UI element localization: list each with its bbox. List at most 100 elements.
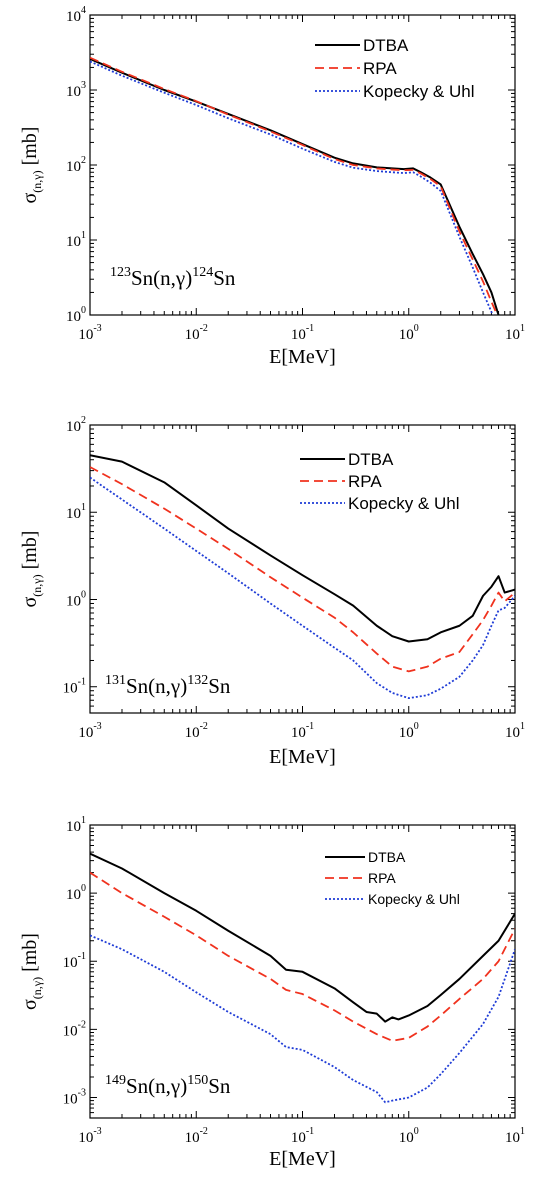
reaction-text: Sn [208,1074,231,1098]
mass-number: 149 [105,1073,126,1088]
y-tick-label: 102 [66,415,86,435]
y-tick-base: 10 [66,309,81,325]
x-tick-base: 10 [78,725,93,741]
y-tick-exponent: -3 [78,1087,86,1098]
legend: DTBA RPA Kopecky & Uhl [325,849,460,907]
x-tick-base: 10 [78,327,93,343]
x-tick-label: 100 [399,721,419,741]
x-tick-exponent: -3 [93,323,101,334]
legend-label: DTBA [348,450,394,469]
y-tick-label: 101 [66,815,86,835]
x-tick-exponent: -3 [93,721,101,732]
x-axis-title: E[MeV] [269,746,336,768]
x-tick-label: 10-2 [185,1126,208,1146]
y-tick-exponent: -1 [78,951,86,962]
legend-label: Kopecky & Uhl [363,82,475,101]
x-tick-exponent: 1 [520,323,525,334]
x-tick-label: 10-3 [78,323,101,343]
x-tick-exponent: -3 [93,1126,101,1137]
y-tick-base: 10 [63,1091,78,1107]
x-tick-label: 100 [399,323,419,343]
y-tick-exponent: 4 [81,5,86,16]
x-tick-label: 10-1 [291,323,314,343]
x-tick-exponent: 0 [414,1126,419,1137]
panel-1: 10-3 10-2 10-1 100 101100101102103104E[MeV]σ… [19,5,525,368]
y-tick-exponent: 0 [81,589,86,600]
mass-number: 150 [187,1073,208,1088]
reaction-label: 149Sn(n,γ)150Sn [105,1073,231,1098]
x-tick-label: 10-3 [78,1126,101,1146]
mass-number: 131 [105,673,126,688]
x-tick-label: 101 [505,721,525,741]
y-axis-subscript: (n,γ) [30,977,44,999]
y-tick-exponent: -1 [78,677,86,688]
x-tick-label: 101 [505,323,525,343]
x-tick-base: 10 [505,1130,520,1146]
y-tick-base: 10 [66,593,81,609]
y-axis-symbol: σ [19,192,41,203]
y-tick-base: 10 [63,1023,78,1039]
mass-number: 124 [192,265,213,280]
reaction-text: Sn [213,266,236,290]
y-axis-title: σ(n,γ) [mb] [19,531,44,608]
y-tick-base: 10 [66,419,81,435]
y-axis-symbol: σ [19,999,41,1010]
y-tick-exponent: 3 [81,80,86,91]
x-tick-base: 10 [291,725,306,741]
y-tick-label: 102 [66,155,86,175]
x-tick-exponent: -1 [306,721,314,732]
series-line-rpa [90,871,515,1042]
reaction-text: Sn(n,γ) [126,674,187,698]
panel-2: 10-3 10-2 10-1 100 10110-1100101102E[MeV]σ(n… [19,415,525,768]
x-tick-exponent: 0 [414,721,419,732]
x-tick-base: 10 [291,1130,306,1146]
x-tick-base: 10 [185,725,200,741]
y-axis-symbol: σ [19,596,41,607]
y-tick-base: 10 [66,887,81,903]
y-tick-base: 10 [66,819,81,835]
y-tick-exponent: 0 [81,305,86,316]
x-tick-label: 10-1 [291,1126,314,1146]
y-axis-subscript: (n,γ) [30,170,44,192]
reaction-text: Sn [208,674,231,698]
y-tick-label: 101 [66,502,86,522]
x-tick-label: 10-2 [185,721,208,741]
x-tick-base: 10 [399,725,414,741]
reaction-label: 123Sn(n,γ)124Sn [110,265,236,290]
y-axis-title: σ(n,γ) [mb] [19,933,44,1010]
legend: DTBA RPA Kopecky & Uhl [300,450,460,513]
x-tick-label: 10-3 [78,721,101,741]
x-tick-exponent: 0 [414,323,419,334]
series-line-kopecky-uhl [90,60,494,315]
x-tick-base: 10 [505,327,520,343]
y-axis-unit: [mb] [19,933,41,977]
y-tick-label: 100 [66,305,86,325]
series-line-rpa [90,56,499,315]
y-tick-base: 10 [66,234,81,250]
x-axis-title: E[MeV] [269,1148,336,1170]
x-tick-exponent: -2 [200,323,208,334]
x-tick-exponent: -1 [306,323,314,334]
series-line-kopecky-uhl [90,934,515,1104]
y-axis-unit: [mb] [19,531,41,575]
series-line-dtba [90,852,515,1023]
legend: DTBA RPA Kopecky & Uhl [315,36,475,101]
x-tick-base: 10 [399,1130,414,1146]
y-tick-label: 10-3 [63,1087,86,1107]
panel-3: 10-3 10-2 10-1 100 10110-310-210-1100101E[Me… [19,815,525,1170]
x-tick-label: 100 [399,1126,419,1146]
y-tick-base: 10 [66,506,81,522]
x-tick-label: 10-1 [291,721,314,741]
x-tick-label: 101 [505,1126,525,1146]
x-tick-base: 10 [185,327,200,343]
legend-label: DTBA [363,36,409,55]
x-tick-base: 10 [185,1130,200,1146]
x-tick-base: 10 [399,327,414,343]
y-tick-base: 10 [66,159,81,175]
y-tick-exponent: 0 [81,883,86,894]
y-axis-subscript: (n,γ) [30,574,44,596]
x-tick-base: 10 [291,327,306,343]
x-tick-label: 10-2 [185,323,208,343]
y-tick-label: 104 [66,5,86,25]
legend-label: RPA [363,59,397,78]
